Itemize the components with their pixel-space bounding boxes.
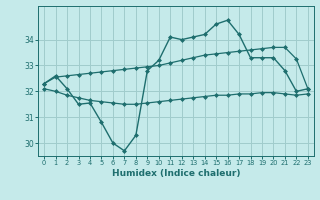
X-axis label: Humidex (Indice chaleur): Humidex (Indice chaleur) bbox=[112, 169, 240, 178]
